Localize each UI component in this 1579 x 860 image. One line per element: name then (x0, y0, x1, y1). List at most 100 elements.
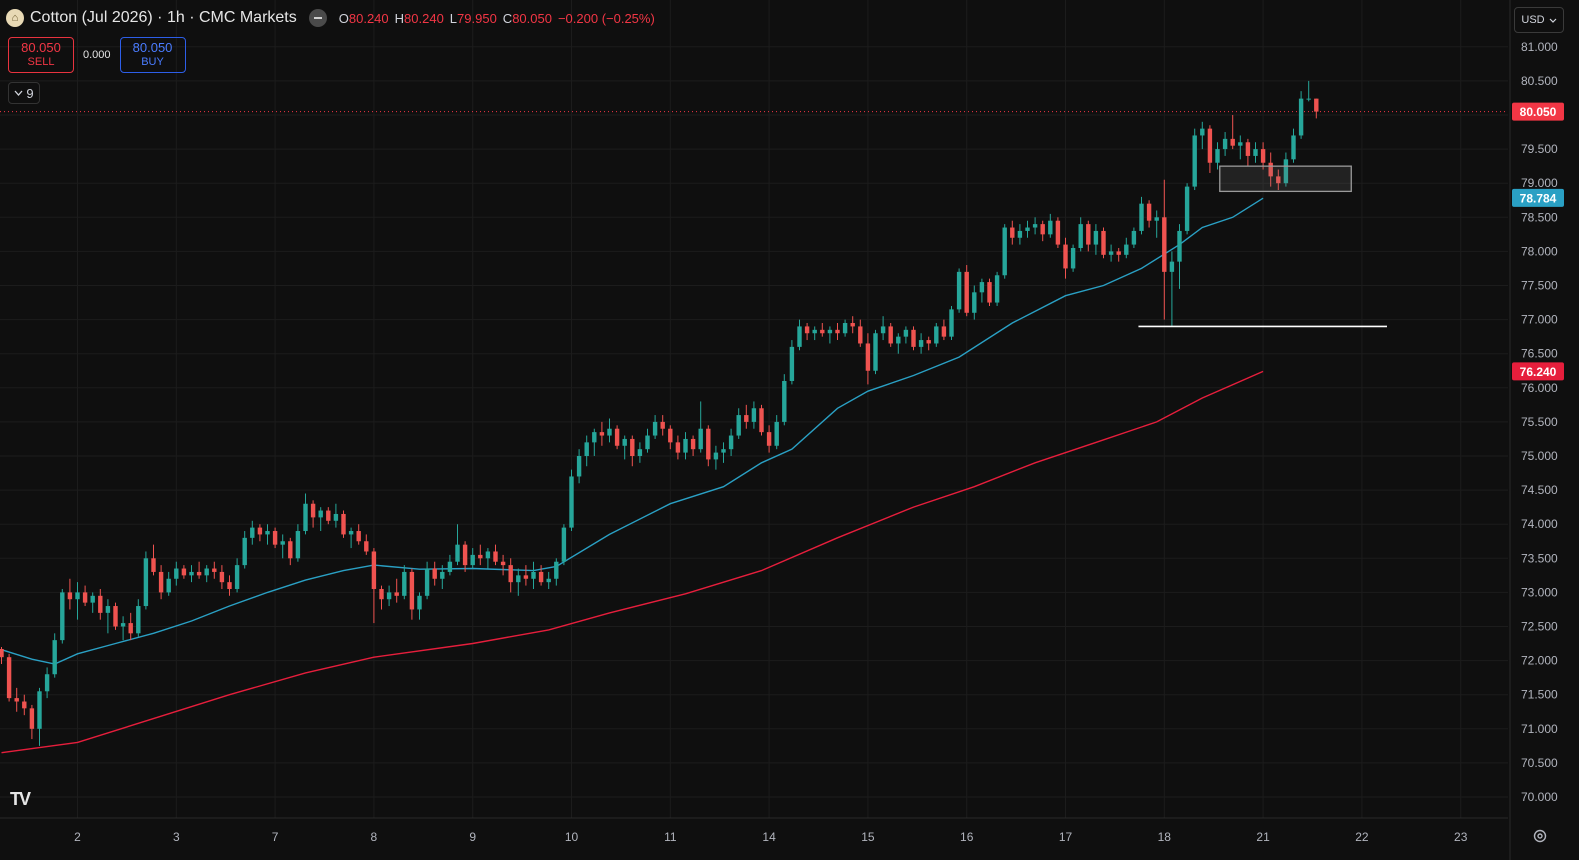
candle (242, 531, 247, 569)
candle (584, 435, 589, 467)
candle-body (1162, 217, 1167, 272)
candle-body (303, 503, 308, 532)
y-tick-label: 77.000 (1521, 313, 1558, 327)
y-tick-label: 80.500 (1521, 74, 1558, 88)
candle-body (500, 561, 506, 566)
candle (1306, 80, 1311, 102)
candle (348, 527, 354, 549)
candle-body (1146, 203, 1152, 221)
candle (873, 329, 878, 375)
symbol-title[interactable]: Cotton (Jul 2026) · 1h · CMC Markets (30, 9, 297, 26)
chart-grid (0, 0, 1508, 818)
drawing-rectangle[interactable] (1219, 165, 1352, 193)
candle-body (1025, 227, 1030, 231)
candle-body (1101, 230, 1106, 255)
candle-body (371, 551, 377, 589)
candle (1192, 128, 1197, 191)
candle-body (576, 456, 582, 477)
candle (903, 326, 909, 344)
candle-body (1260, 149, 1266, 163)
x-tick-label: 10 (565, 830, 579, 844)
candle (599, 421, 605, 446)
candle-body (972, 292, 977, 313)
candle-body (774, 421, 779, 446)
candle-body (1078, 224, 1083, 248)
candle-body (1017, 230, 1023, 238)
candle-body (455, 544, 460, 562)
candle-body (67, 592, 73, 600)
candle-body (979, 282, 985, 293)
candle-body (675, 442, 681, 453)
candle (987, 278, 992, 306)
candle-body (1253, 149, 1258, 156)
hide-series-icon[interactable] (308, 9, 327, 27)
candle-body (1086, 224, 1091, 245)
candle-body (1139, 203, 1144, 231)
candle-body (690, 438, 696, 450)
currency-label: USD (1521, 14, 1545, 26)
candle-body (744, 415, 749, 422)
candle-body (569, 476, 574, 528)
candle-body (1154, 217, 1159, 221)
candle (1154, 210, 1159, 238)
candle (257, 524, 263, 542)
ohlc-low: L79.950 (449, 10, 497, 26)
candle-body (1238, 142, 1243, 146)
candle (744, 404, 749, 429)
buy-price: 80.050 (132, 40, 173, 55)
candle-body (257, 527, 263, 535)
candle (280, 534, 285, 559)
y-tick-label: 77.500 (1521, 279, 1558, 293)
drawings[interactable] (1138, 165, 1387, 328)
buy-button[interactable]: 80.050 BUY (119, 37, 186, 73)
candle (447, 554, 453, 576)
candle (561, 524, 567, 566)
candle (865, 333, 871, 385)
candle (227, 575, 232, 596)
gear-icon[interactable] (1532, 828, 1548, 844)
candle-body (219, 571, 225, 583)
tradingview-logo[interactable]: TV (10, 789, 31, 809)
candle (1222, 132, 1228, 156)
candle (120, 616, 126, 641)
candle (143, 551, 149, 610)
candle-body (1200, 128, 1205, 136)
x-tick-label: 3 (173, 830, 180, 844)
currency-selector[interactable]: USD (1514, 7, 1564, 33)
candle-body (1192, 135, 1197, 187)
candle-body (90, 595, 95, 603)
candle (1253, 142, 1258, 163)
candle-body (561, 527, 567, 562)
candle (1200, 121, 1205, 150)
candle (470, 548, 475, 569)
candle-body (584, 442, 589, 456)
y-tick-label: 81.000 (1521, 40, 1558, 54)
candle-body (0, 649, 4, 658)
price-label-bg (1512, 102, 1564, 121)
candle-body (516, 575, 521, 583)
candle (60, 588, 65, 644)
candle-body (227, 582, 232, 589)
candle (52, 633, 57, 678)
price-label-bg (1512, 362, 1564, 381)
candle (113, 602, 118, 630)
price-label-text: 80.050 (1520, 105, 1557, 119)
candle-body (1002, 227, 1007, 276)
candle-body (926, 340, 931, 344)
candle-body (212, 568, 217, 572)
x-tick-label: 22 (1355, 830, 1369, 844)
indicators-toggle[interactable]: 9 (8, 82, 40, 104)
candle (1139, 196, 1144, 235)
candle (174, 561, 179, 586)
candle (1260, 142, 1266, 170)
sell-button[interactable]: 80.050 SELL (8, 37, 74, 73)
candle-body (736, 415, 741, 436)
candle-body (82, 592, 88, 603)
candle (151, 544, 156, 576)
sell-label: SELL (27, 56, 55, 68)
x-tick-label: 15 (861, 830, 875, 844)
candle (136, 599, 141, 637)
candle (660, 415, 665, 436)
candle (44, 667, 50, 699)
